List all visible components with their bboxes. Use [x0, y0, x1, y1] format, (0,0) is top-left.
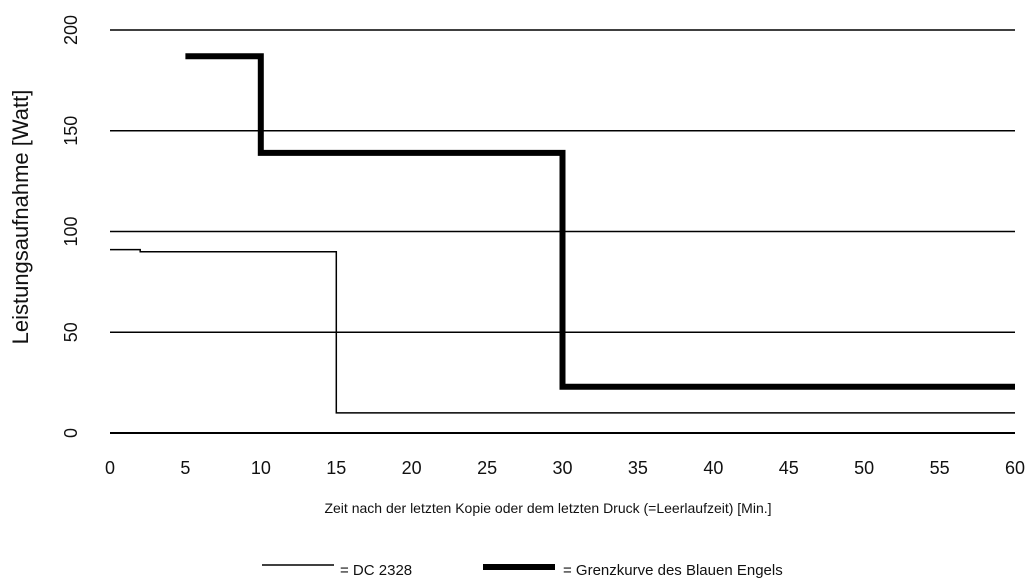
legend: = DC 2328 = Grenzkurve des Blauen Engels — [262, 562, 783, 579]
x-tick-label: 45 — [779, 458, 799, 478]
x-tick-label: 55 — [930, 458, 950, 478]
legend-label-grenzkurve: = Grenzkurve des Blauen Engels — [563, 562, 783, 579]
x-tick-labels: 0 5 10 15 20 25 30 35 40 45 50 55 60 — [105, 458, 1025, 478]
y-tick-label: 100 — [61, 216, 81, 246]
series-line-dc2328 — [110, 248, 1015, 414]
y-axis-title: Leistungsaufnahme [Watt] — [8, 90, 33, 345]
x-tick-label: 15 — [326, 458, 346, 478]
y-tick-labels: 0 50 100 150 200 — [61, 15, 81, 438]
x-tick-label: 5 — [180, 458, 190, 478]
y-tick-label: 0 — [61, 428, 81, 438]
y-tick-label: 150 — [61, 116, 81, 146]
x-tick-label: 30 — [552, 458, 572, 478]
y-tick-label: 200 — [61, 15, 81, 45]
x-tick-label: 50 — [854, 458, 874, 478]
legend-label-dc2328: = DC 2328 — [340, 562, 412, 579]
x-tick-label: 40 — [703, 458, 723, 478]
x-tick-label: 20 — [402, 458, 422, 478]
series-line-grenzkurve — [185, 53, 1015, 390]
x-tick-label: 60 — [1005, 458, 1025, 478]
series-lines — [110, 53, 1015, 414]
y-tick-label: 50 — [61, 322, 81, 342]
x-tick-label: 35 — [628, 458, 648, 478]
x-tick-label: 10 — [251, 458, 271, 478]
x-axis-title: Zeit nach der letzten Kopie oder dem let… — [324, 500, 771, 516]
x-tick-label: 0 — [105, 458, 115, 478]
x-tick-label: 25 — [477, 458, 497, 478]
